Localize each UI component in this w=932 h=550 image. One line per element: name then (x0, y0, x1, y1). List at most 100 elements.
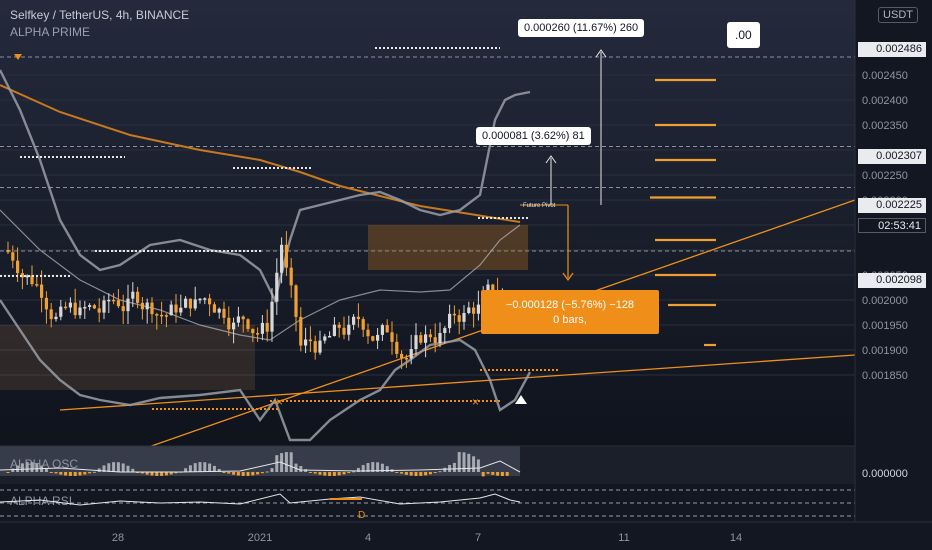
osc-bar (227, 472, 231, 474)
candle-body (448, 313, 452, 329)
osc-bar (404, 472, 408, 475)
candle-body (145, 302, 149, 310)
candle-body (236, 316, 240, 323)
candle-body (256, 333, 260, 335)
osc-bar (428, 472, 432, 475)
cross-marker-icon: × (472, 395, 479, 409)
candle-body (20, 273, 24, 278)
x-axis-tick: 7 (475, 532, 481, 544)
osc-bar (452, 462, 456, 472)
candle-body (241, 316, 245, 320)
candle-body (323, 336, 327, 341)
osc-bar (193, 463, 197, 472)
rsi-label: ALPHA RSI (10, 494, 72, 508)
candle-body (352, 316, 356, 325)
range-box (368, 225, 528, 270)
candle-body (150, 302, 154, 315)
down-measure-box: −0.000128 (−5.76%) −128 0 bars, (481, 290, 659, 334)
upper-band-line (0, 69, 531, 304)
candle-body (304, 339, 308, 346)
candle-body (280, 244, 284, 273)
down-measure-line1: −0.000128 (−5.76%) −128 (505, 298, 635, 311)
candle-body (16, 260, 20, 274)
candle-body (376, 334, 380, 341)
candle-body (6, 250, 10, 253)
moving-average-line (0, 84, 521, 223)
candle-body (169, 304, 173, 316)
y-axis-tick: 0.001900 (862, 345, 908, 357)
candle-body (97, 308, 101, 313)
osc-bar (232, 472, 236, 475)
candle-body (179, 307, 183, 313)
osc-bar (347, 472, 351, 474)
candle-body (289, 267, 293, 286)
candle-body (184, 298, 188, 308)
countdown-tag: 02:53:41 (858, 218, 926, 233)
osc-bar (419, 472, 423, 476)
symbol-title[interactable]: Selfkey / TetherUS, 4h, BINANCE (10, 8, 190, 22)
osc-bar (462, 452, 466, 472)
osc-bar (400, 472, 404, 474)
osc-bar (73, 472, 77, 476)
candle-body (30, 275, 34, 285)
osc-bar (59, 472, 63, 475)
y-axis-tick: 0.002450 (862, 70, 908, 82)
osc-bar (155, 472, 159, 476)
candle-body (212, 304, 216, 313)
candle-body (25, 275, 29, 278)
candle-body (227, 317, 231, 330)
indicator-label[interactable]: ALPHA PRIME (10, 25, 91, 39)
candle-body (428, 334, 432, 338)
y-axis-tick: 0.002400 (862, 95, 908, 107)
osc-bar (68, 472, 72, 476)
osc-bar (289, 452, 293, 472)
osc-bar (116, 462, 120, 472)
osc-bar (438, 471, 442, 473)
osc-bar (150, 472, 154, 476)
osc-bar (380, 463, 384, 472)
middle-band-line (0, 209, 521, 341)
candle-body (438, 333, 442, 344)
rsi-marker: D (358, 510, 365, 521)
osc-bar (25, 462, 29, 472)
candle-body (136, 291, 140, 303)
candle-body (332, 324, 336, 336)
candle-body (232, 322, 236, 330)
osc-bar (140, 472, 144, 474)
osc-bar (328, 472, 332, 476)
y-axis-tick: 0.002350 (862, 120, 908, 132)
up-triangle-icon (515, 395, 527, 404)
candle-body (385, 325, 389, 333)
candle-body (198, 298, 202, 301)
rsi-panel-background (0, 486, 855, 522)
osc-shaded-region (0, 446, 520, 476)
price-tag-top: 0.002486 (858, 42, 926, 57)
osc-bar (83, 472, 87, 475)
osc-bar (275, 455, 279, 472)
long-measure-arrowhead (595, 49, 607, 58)
osc-bar (54, 472, 58, 474)
osc-line (0, 460, 521, 473)
candle-body (371, 336, 375, 341)
x-axis-tick: 2021 (248, 532, 272, 544)
candle-body (318, 340, 322, 353)
osc-bar (126, 465, 130, 472)
osc-bar (222, 472, 226, 473)
candle-body (251, 328, 255, 334)
osc-bar (112, 462, 116, 472)
candle-body (116, 300, 120, 307)
osc-bar (145, 472, 149, 475)
candle-body (208, 298, 212, 305)
osc-bar (294, 463, 298, 472)
currency-button[interactable]: USDT (878, 7, 918, 23)
osc-bar (318, 472, 322, 475)
candle-body (424, 334, 428, 343)
candle-body (308, 339, 312, 342)
candle-body (126, 298, 130, 312)
candle-body (467, 307, 471, 314)
osc-bar (472, 456, 476, 472)
osc-bar (342, 472, 346, 475)
osc-bar (246, 472, 250, 476)
